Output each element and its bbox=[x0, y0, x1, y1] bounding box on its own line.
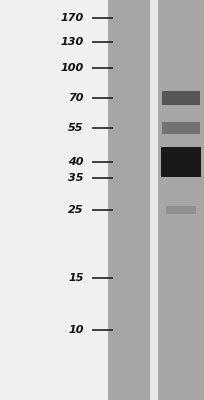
Text: 40: 40 bbox=[68, 157, 84, 167]
Bar bbox=[166, 206, 196, 214]
Text: 25: 25 bbox=[68, 205, 84, 215]
Text: 170: 170 bbox=[60, 13, 84, 23]
Bar bbox=[150, 0, 158, 400]
Text: 130: 130 bbox=[60, 37, 84, 47]
Bar bbox=[161, 147, 201, 177]
Bar bbox=[162, 91, 200, 105]
Text: 70: 70 bbox=[68, 93, 84, 103]
Bar bbox=[158, 0, 204, 400]
Text: 55: 55 bbox=[68, 123, 84, 133]
Text: 100: 100 bbox=[60, 63, 84, 73]
Text: 15: 15 bbox=[68, 273, 84, 283]
Bar bbox=[162, 122, 200, 134]
Text: 10: 10 bbox=[68, 325, 84, 335]
Bar bbox=[108, 0, 150, 400]
Text: 35: 35 bbox=[68, 173, 84, 183]
